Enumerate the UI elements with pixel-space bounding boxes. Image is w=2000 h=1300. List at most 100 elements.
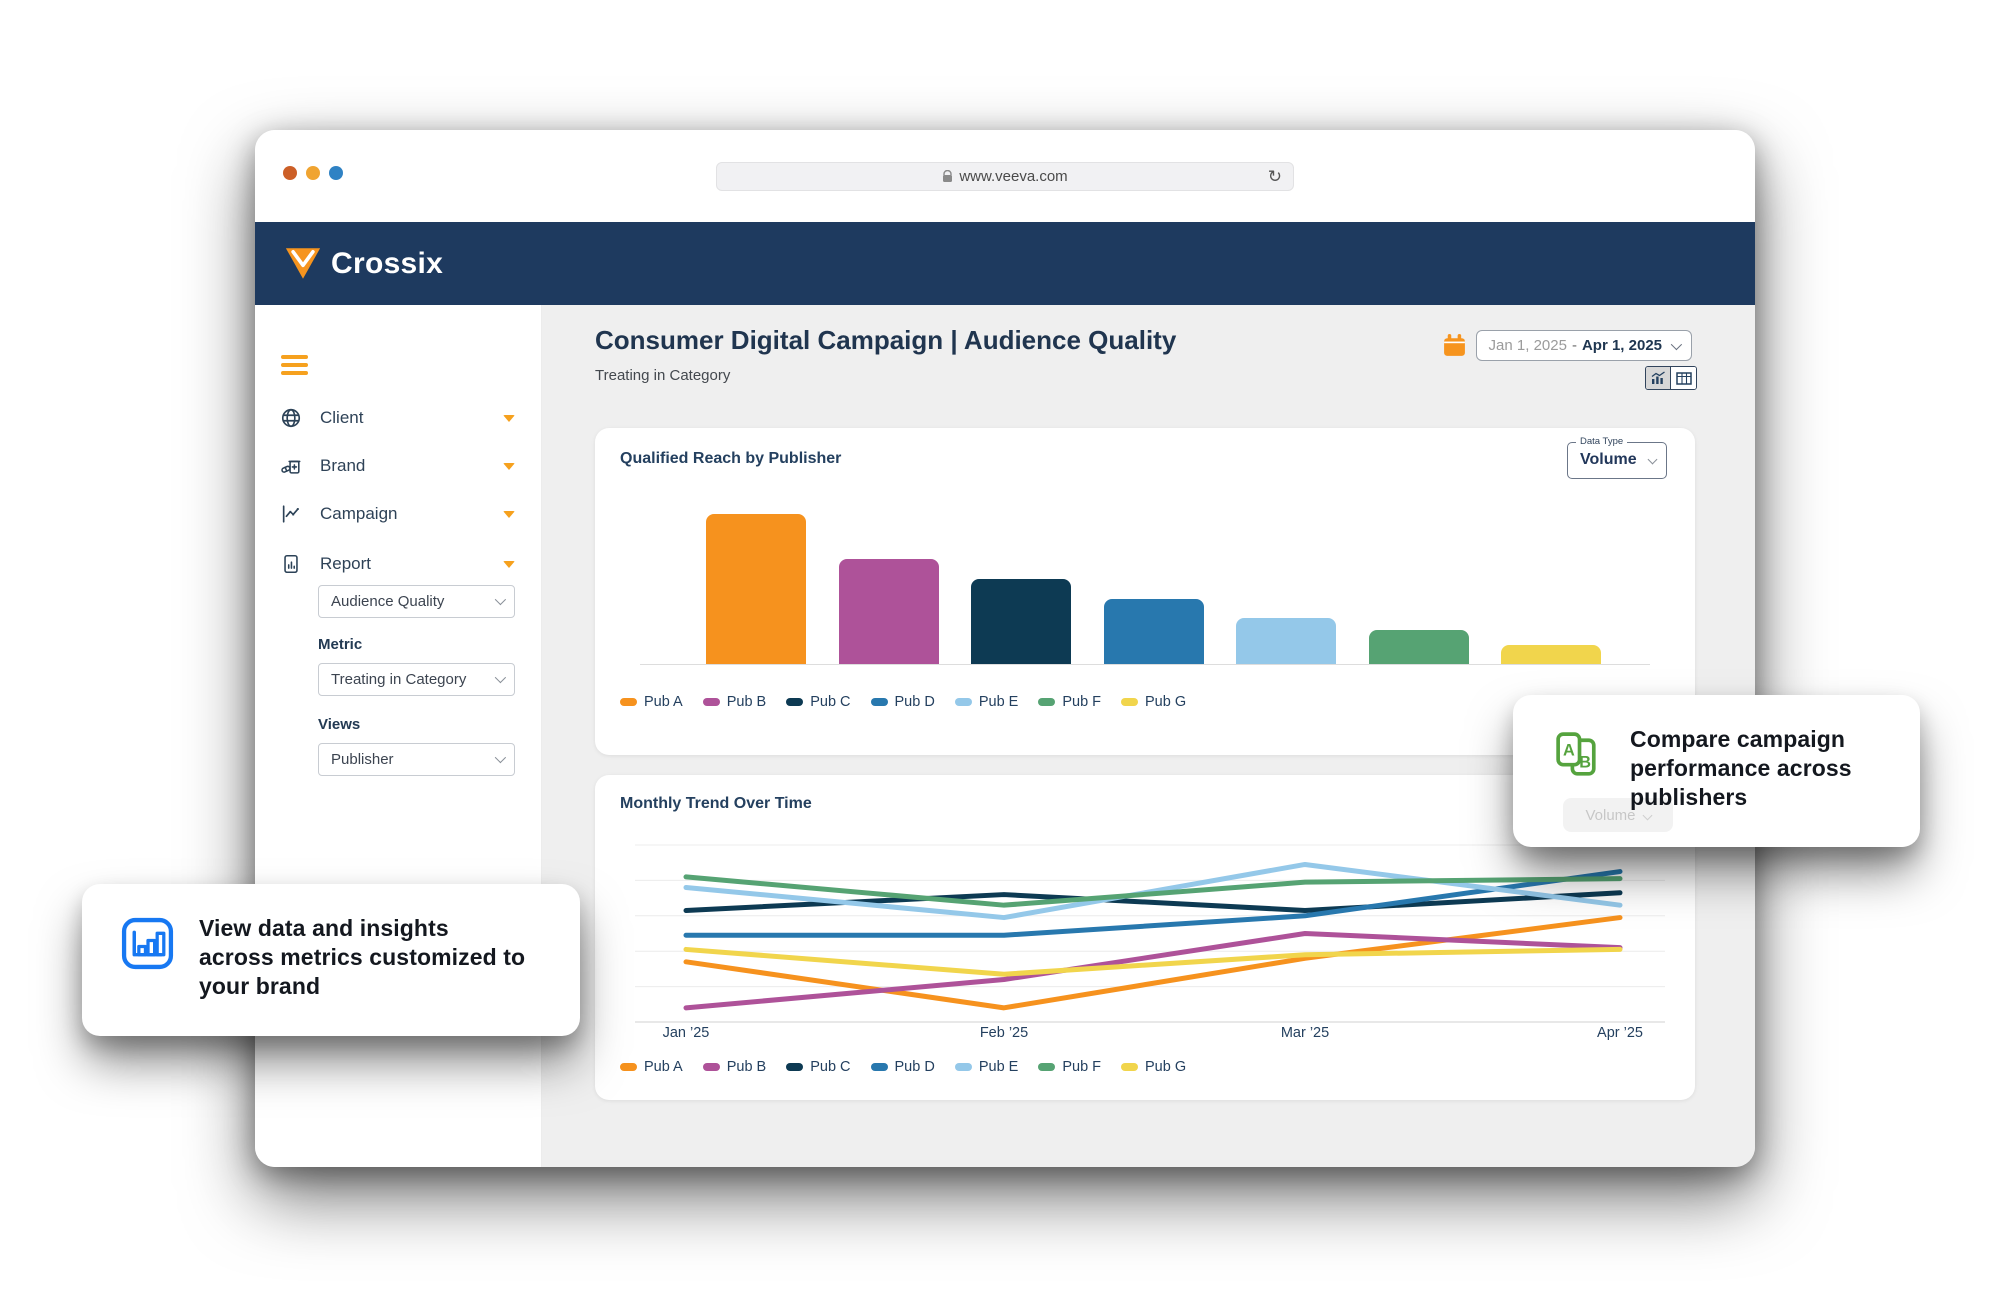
pill-bottle-icon — [280, 455, 302, 477]
bar-chart-title: Qualified Reach by Publisher — [620, 450, 842, 467]
trend-line-pub-e — [683, 861, 1623, 921]
legend-label: Pub B — [726, 694, 767, 710]
browser-chrome: www.veeva.com ↻ — [255, 130, 1755, 222]
traffic-light-expand-icon[interactable] — [329, 166, 343, 180]
date-range-picker[interactable]: Jan 1, 2025 - Apr 1, 2025 — [1475, 330, 1692, 361]
sidebar: Client Brand Campaign Report Audience Quali… — [255, 305, 542, 1167]
bar-pub-f — [1368, 630, 1469, 665]
calendar-icon — [1443, 334, 1465, 356]
callout-insights: View data and insights across metrics cu… — [82, 884, 580, 1036]
legend-item-pub-c: Pub C — [786, 1059, 851, 1075]
legend-item-pub-f: Pub F — [1038, 1059, 1101, 1075]
sidebar-item-brand[interactable]: Brand — [255, 453, 541, 479]
legend-swatch — [870, 1063, 888, 1071]
legend-swatch — [702, 1063, 720, 1071]
bar-x-axis — [640, 664, 1650, 665]
table-view-icon — [1675, 371, 1692, 385]
report-document-icon — [280, 553, 302, 575]
sidebar-item-label: Client — [320, 408, 364, 427]
refresh-icon[interactable]: ↻ — [1267, 167, 1282, 186]
legend-label: Pub A — [644, 1059, 683, 1075]
bar-chart-card: Qualified Reach by Publisher Data Type V… — [595, 428, 1695, 755]
line-chart-card: Monthly Trend Over Time Jan ’25 Feb ’25 Ma… — [595, 775, 1695, 1100]
campaign-chart-icon — [280, 503, 302, 525]
page-subtitle: Treating in Category — [595, 367, 731, 384]
metric-label: Metric — [318, 636, 363, 653]
traffic-light-minimize-icon[interactable] — [306, 166, 320, 180]
legend-label: Pub G — [1145, 1059, 1187, 1075]
legend-label: Pub C — [810, 694, 851, 710]
page-title: Consumer Digital Campaign | Audience Qua… — [595, 325, 1177, 355]
lock-icon — [943, 170, 953, 182]
line-x-axis-labels: Jan ’25 Feb ’25 Mar ’25 Apr ’25 — [595, 1025, 1695, 1045]
sidebar-item-client[interactable]: Client — [255, 405, 541, 431]
sidebar-item-label: Report — [320, 554, 372, 573]
ghost-volume-select: Volume — [1563, 798, 1673, 832]
legend-label: Pub F — [1062, 1059, 1102, 1075]
metric-select[interactable]: Treating in Category — [318, 663, 515, 696]
callout-compare: Volume A B Compare campaign performance … — [1513, 695, 1920, 847]
traffic-light-close-icon[interactable] — [283, 166, 297, 180]
legend-label: Pub F — [1062, 694, 1102, 710]
chevron-down-icon — [494, 671, 507, 684]
chevron-down-icon — [494, 751, 507, 764]
trend-line-pub-f — [683, 874, 1623, 908]
sidebar-item-report[interactable]: Report — [255, 551, 541, 577]
chart-view-button[interactable] — [1646, 367, 1671, 389]
legend-swatch — [1121, 1063, 1139, 1071]
bar-pub-e — [1236, 618, 1336, 665]
chevron-down-icon — [503, 462, 515, 470]
chevron-down-icon — [503, 510, 515, 518]
line-chart-title: Monthly Trend Over Time — [620, 795, 812, 812]
legend-item-pub-a: Pub A — [620, 694, 683, 710]
hamburger-menu-icon[interactable] — [281, 355, 308, 375]
legend-item-pub-c: Pub C — [786, 694, 851, 710]
view-toggle — [1645, 366, 1697, 390]
legend-item-pub-b: Pub B — [702, 694, 767, 710]
chevron-down-icon — [494, 593, 507, 606]
globe-icon — [280, 407, 302, 429]
trend-line-pub-a — [683, 915, 1623, 1011]
legend-item-pub-d: Pub D — [870, 694, 935, 710]
legend-label: Pub G — [1145, 694, 1187, 710]
bar-pub-c — [971, 578, 1071, 665]
data-type-value: Volume — [1580, 451, 1637, 468]
bar-chart-legend: Pub A Pub B Pub C Pub D Pub E Pub F Pub G — [620, 694, 1186, 710]
bar-pub-d — [1103, 598, 1204, 665]
report-type-select[interactable]: Audience Quality — [318, 585, 515, 618]
legend-label: Pub D — [894, 1059, 935, 1075]
legend-swatch — [620, 698, 637, 706]
traffic-lights — [283, 166, 343, 180]
bar-pub-b — [838, 559, 939, 665]
veeva-logo-icon — [285, 248, 321, 279]
legend-swatch — [1038, 1063, 1056, 1071]
legend-swatch — [870, 698, 888, 706]
trend-line-pub-g — [683, 946, 1623, 977]
bar-chart-icon — [121, 917, 174, 970]
address-bar[interactable]: www.veeva.com ↻ — [716, 162, 1294, 191]
date-separator: - — [1571, 337, 1577, 354]
legend-label: Pub C — [810, 1059, 851, 1075]
legend-label: Pub D — [894, 694, 935, 710]
chevron-down-icon — [503, 560, 515, 568]
legend-swatch — [954, 1063, 972, 1071]
table-view-button[interactable] — [1671, 367, 1696, 389]
app-header: Crossix — [255, 222, 1755, 305]
x-axis-label: Mar ’25 — [1280, 1025, 1330, 1041]
legend-label: Pub E — [978, 1059, 1019, 1075]
legend-swatch — [786, 1063, 804, 1071]
legend-item-pub-a: Pub A — [620, 1059, 683, 1075]
x-axis-label: Jan ’25 — [662, 1025, 710, 1041]
sidebar-item-label: Campaign — [320, 504, 398, 523]
views-label: Views — [318, 716, 361, 733]
views-select[interactable]: Publisher — [318, 743, 515, 776]
data-type-select[interactable]: Data Type Volume — [1567, 436, 1667, 479]
legend-swatch — [786, 698, 804, 706]
sidebar-item-campaign[interactable]: Campaign — [255, 501, 541, 527]
url-text: www.veeva.com — [959, 168, 1068, 185]
line-chart-legend: Pub A Pub B Pub C Pub D Pub E Pub F Pub G — [620, 1059, 1186, 1075]
legend-item-pub-e: Pub E — [954, 1059, 1019, 1075]
bar-pub-a — [706, 514, 806, 665]
x-axis-label: Apr ’25 — [1597, 1025, 1643, 1041]
